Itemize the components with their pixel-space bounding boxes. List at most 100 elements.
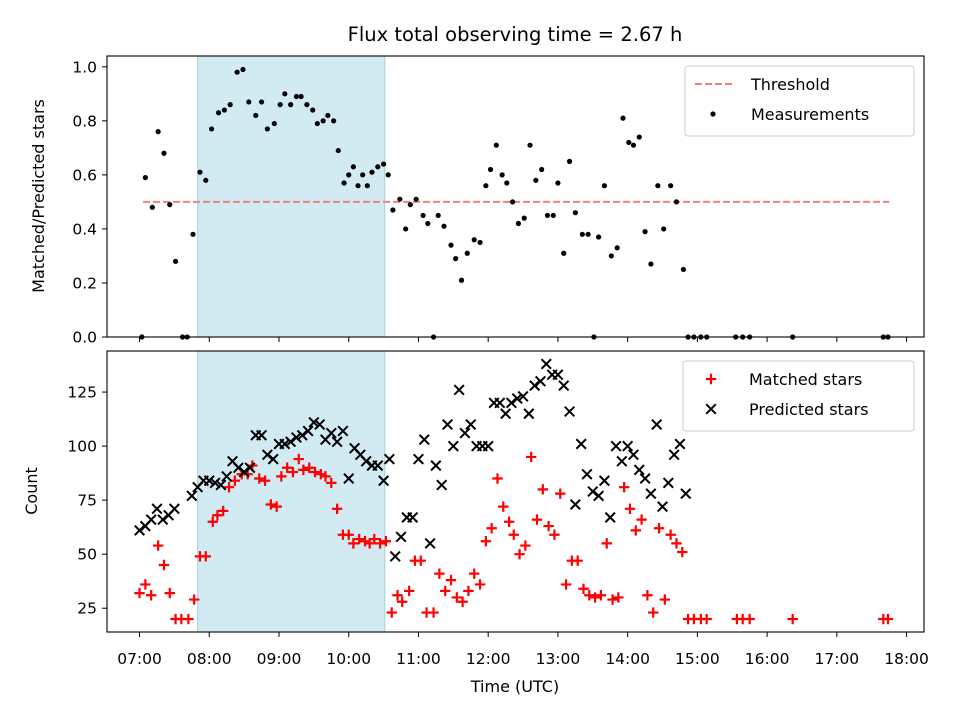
data-point [651,418,663,430]
data-point [415,555,426,566]
data-point [207,516,218,527]
data-point [595,590,607,601]
data-point [607,594,618,605]
data-point [680,488,692,500]
data-point [310,107,316,113]
data-point [238,466,250,478]
data-point [505,397,517,409]
data-point [511,393,523,405]
data-point [659,594,671,605]
data-point [186,490,198,502]
data-point [578,583,589,594]
data-point [267,453,279,465]
observing-window-band [197,55,386,338]
x-tick-label: 12:00 [466,650,511,668]
series-predicted-stars [134,358,692,562]
data-point [523,408,535,420]
data-point [636,134,642,140]
data-point [259,475,271,486]
data-point [655,183,661,189]
data-point [293,453,304,465]
data-point [164,587,175,599]
data-point [549,529,560,540]
data-point [298,93,304,100]
data-point [572,210,578,216]
data-point [626,139,632,146]
data-point [561,250,567,256]
axes-frame [106,350,925,633]
data-point [439,585,451,597]
data-point [209,477,221,489]
y-tick-label: 50 [77,546,97,564]
data-point [418,434,430,446]
data-point [474,579,486,590]
data-point [787,613,798,625]
data-point [302,425,314,437]
y-tick-label: 125 [67,384,97,402]
data-point [320,471,331,482]
data-point [671,538,682,549]
data-point [386,607,397,618]
data-point [282,91,288,97]
legend: Matched stars Predicted stars [682,360,915,432]
data-point [246,99,252,105]
data-point [215,479,227,491]
data-point [158,559,170,571]
x-tick-label: 10:00 [326,650,371,668]
data-point [624,503,636,514]
data-point [353,533,365,545]
data-point [234,69,240,75]
data-point [464,250,470,256]
data-point [380,161,387,167]
data-point [529,380,541,392]
data-point [203,475,215,487]
data-point [550,212,556,219]
legend-label: Threshold [750,75,830,94]
data-point [575,438,587,450]
data-point [569,498,581,510]
data-point [407,202,413,208]
data-point [508,529,519,540]
chart-title: Flux total observing time = 2.67 h [348,23,683,46]
data-point [499,172,505,178]
data-point [648,607,659,618]
data-point [622,440,634,452]
legend-key-measurements [710,111,716,117]
data-point [155,129,161,135]
data-point [314,120,320,127]
data-point [677,546,688,558]
x-tick-label: 16:00 [745,650,790,668]
data-point [531,514,543,525]
y-tick-label: 100 [67,438,97,456]
data-point [359,536,371,547]
y-tick-label: 75 [77,492,97,510]
data-point [543,520,554,532]
data-point [620,115,626,121]
data-point [374,538,386,549]
legend-label: Predicted stars [749,400,869,419]
data-point [674,438,686,450]
data-point [453,384,465,396]
data-point [145,590,157,601]
data-point [601,183,608,189]
bottom-y-axis-label: Count [22,467,41,515]
legend-label: Matched stars [749,370,862,389]
data-point [457,596,468,607]
data-point [584,590,595,601]
data-point [188,594,200,605]
data-point [552,369,564,381]
top-y-axis-label: Matched/Predicted stars [29,99,48,293]
data-point [434,568,445,579]
data-point [614,245,620,251]
y-tick-label: 0.4 [72,220,97,238]
data-point [618,481,630,493]
data-point [149,204,155,210]
data-point [428,607,439,618]
data-point [564,406,576,418]
data-point [343,473,355,485]
data-point [264,126,270,132]
data-point [221,470,233,482]
data-point [157,514,169,526]
y-tick-label: 0.6 [72,166,97,184]
data-point [662,477,674,489]
